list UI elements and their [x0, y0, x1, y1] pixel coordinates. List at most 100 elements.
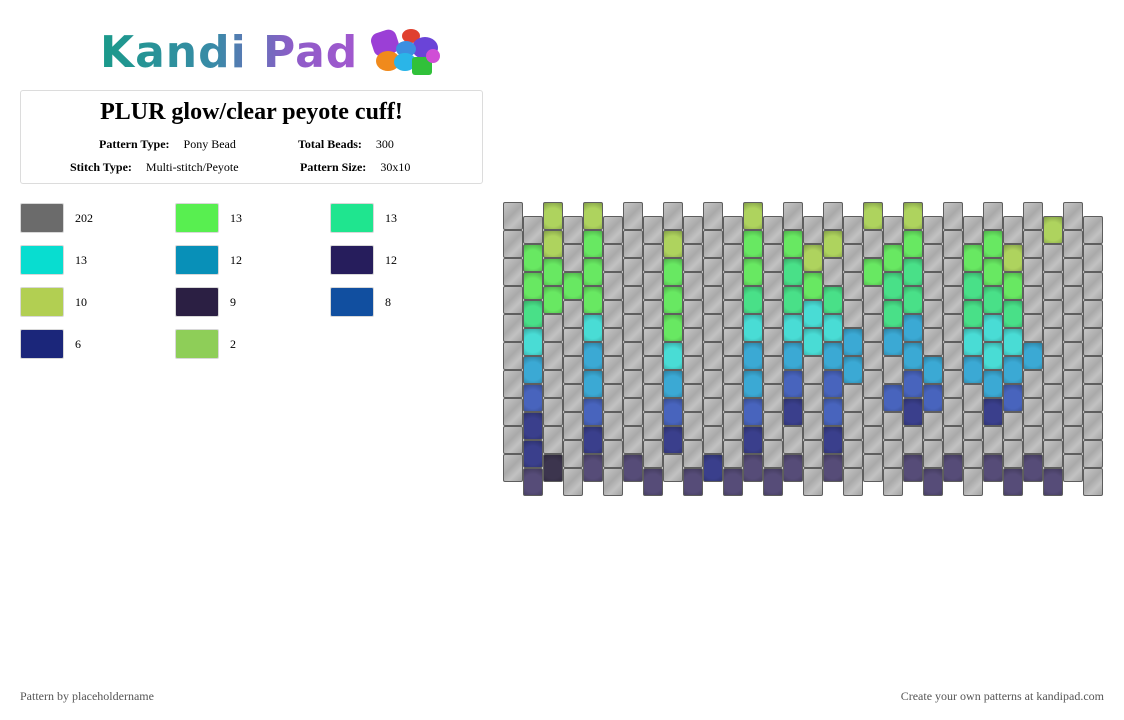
bead	[863, 258, 883, 286]
bead	[703, 454, 723, 482]
bead-count: 13	[385, 211, 397, 225]
bead	[923, 300, 943, 328]
bead	[923, 440, 943, 468]
bead	[603, 356, 623, 384]
bead	[1003, 272, 1023, 300]
bead	[563, 356, 583, 384]
bead	[503, 258, 523, 286]
bead	[503, 370, 523, 398]
bead	[683, 468, 703, 496]
bead	[663, 202, 683, 230]
bead	[1083, 468, 1103, 496]
bead	[943, 314, 963, 342]
bead	[723, 244, 743, 272]
bead-count: 12	[385, 253, 397, 267]
bead	[883, 300, 903, 328]
bead	[863, 398, 883, 426]
bead	[863, 454, 883, 482]
bead	[1023, 342, 1043, 370]
color-swatch	[175, 287, 219, 317]
bead	[963, 244, 983, 272]
bead	[983, 370, 1003, 398]
bead	[1063, 202, 1083, 230]
bead	[723, 300, 743, 328]
bead	[1083, 412, 1103, 440]
bead	[823, 454, 843, 482]
bead	[723, 384, 743, 412]
bead	[1063, 370, 1083, 398]
bead	[843, 384, 863, 412]
bead-count: 12	[230, 253, 242, 267]
stitch-type-row: Stitch Type: Multi-stitch/Peyote	[70, 160, 239, 175]
bead	[523, 244, 543, 272]
bead	[603, 216, 623, 244]
bead	[623, 398, 643, 426]
bead	[683, 244, 703, 272]
color-swatch	[330, 203, 374, 233]
bead	[883, 216, 903, 244]
bead	[623, 370, 643, 398]
bead	[1083, 440, 1103, 468]
bead	[763, 468, 783, 496]
bead	[543, 342, 563, 370]
bead	[983, 426, 1003, 454]
bead	[1003, 244, 1023, 272]
bead	[1023, 314, 1043, 342]
bead	[523, 272, 543, 300]
bead	[763, 384, 783, 412]
bead	[523, 328, 543, 356]
bead	[703, 314, 723, 342]
color-swatch	[20, 329, 64, 359]
total-beads-label: Total Beads:	[298, 137, 362, 151]
bead	[543, 202, 563, 230]
bead	[843, 244, 863, 272]
bead	[583, 258, 603, 286]
bead	[1023, 454, 1043, 482]
bead	[523, 440, 543, 468]
bead	[1023, 230, 1043, 258]
bead	[803, 328, 823, 356]
bead	[783, 370, 803, 398]
bead	[523, 412, 543, 440]
bead	[823, 426, 843, 454]
bead	[883, 468, 903, 496]
bead	[783, 314, 803, 342]
bead	[963, 216, 983, 244]
bead	[683, 356, 703, 384]
bead	[1003, 328, 1023, 356]
bead	[1003, 468, 1023, 496]
bead	[683, 412, 703, 440]
bead	[983, 258, 1003, 286]
bead	[1003, 440, 1023, 468]
bead	[1043, 412, 1063, 440]
pattern-type-label: Pattern Type:	[99, 137, 170, 151]
bead	[523, 216, 543, 244]
bead	[1063, 258, 1083, 286]
bead	[583, 454, 603, 482]
bead	[723, 216, 743, 244]
bead	[643, 244, 663, 272]
stitch-type-label: Stitch Type:	[70, 160, 132, 174]
bead	[643, 384, 663, 412]
bead	[523, 384, 543, 412]
footer-link[interactable]: Create your own patterns at kandipad.com	[900, 689, 1104, 703]
bead	[1023, 202, 1043, 230]
bead-count: 8	[385, 295, 391, 309]
bead	[523, 300, 543, 328]
bead	[663, 314, 683, 342]
bead	[903, 370, 923, 398]
bead	[503, 202, 523, 230]
bead	[963, 272, 983, 300]
bead	[503, 314, 523, 342]
color-swatch	[20, 287, 64, 317]
bead	[663, 454, 683, 482]
bead	[1043, 468, 1063, 496]
bead	[663, 370, 683, 398]
bead	[603, 244, 623, 272]
bead	[923, 328, 943, 356]
legend-item: 12	[175, 245, 315, 277]
total-beads-row: Total Beads: 300	[298, 137, 394, 152]
bead-count: 6	[75, 337, 81, 351]
kandi-pad-logo[interactable]: Kandi Pad	[100, 24, 444, 80]
bead	[763, 216, 783, 244]
